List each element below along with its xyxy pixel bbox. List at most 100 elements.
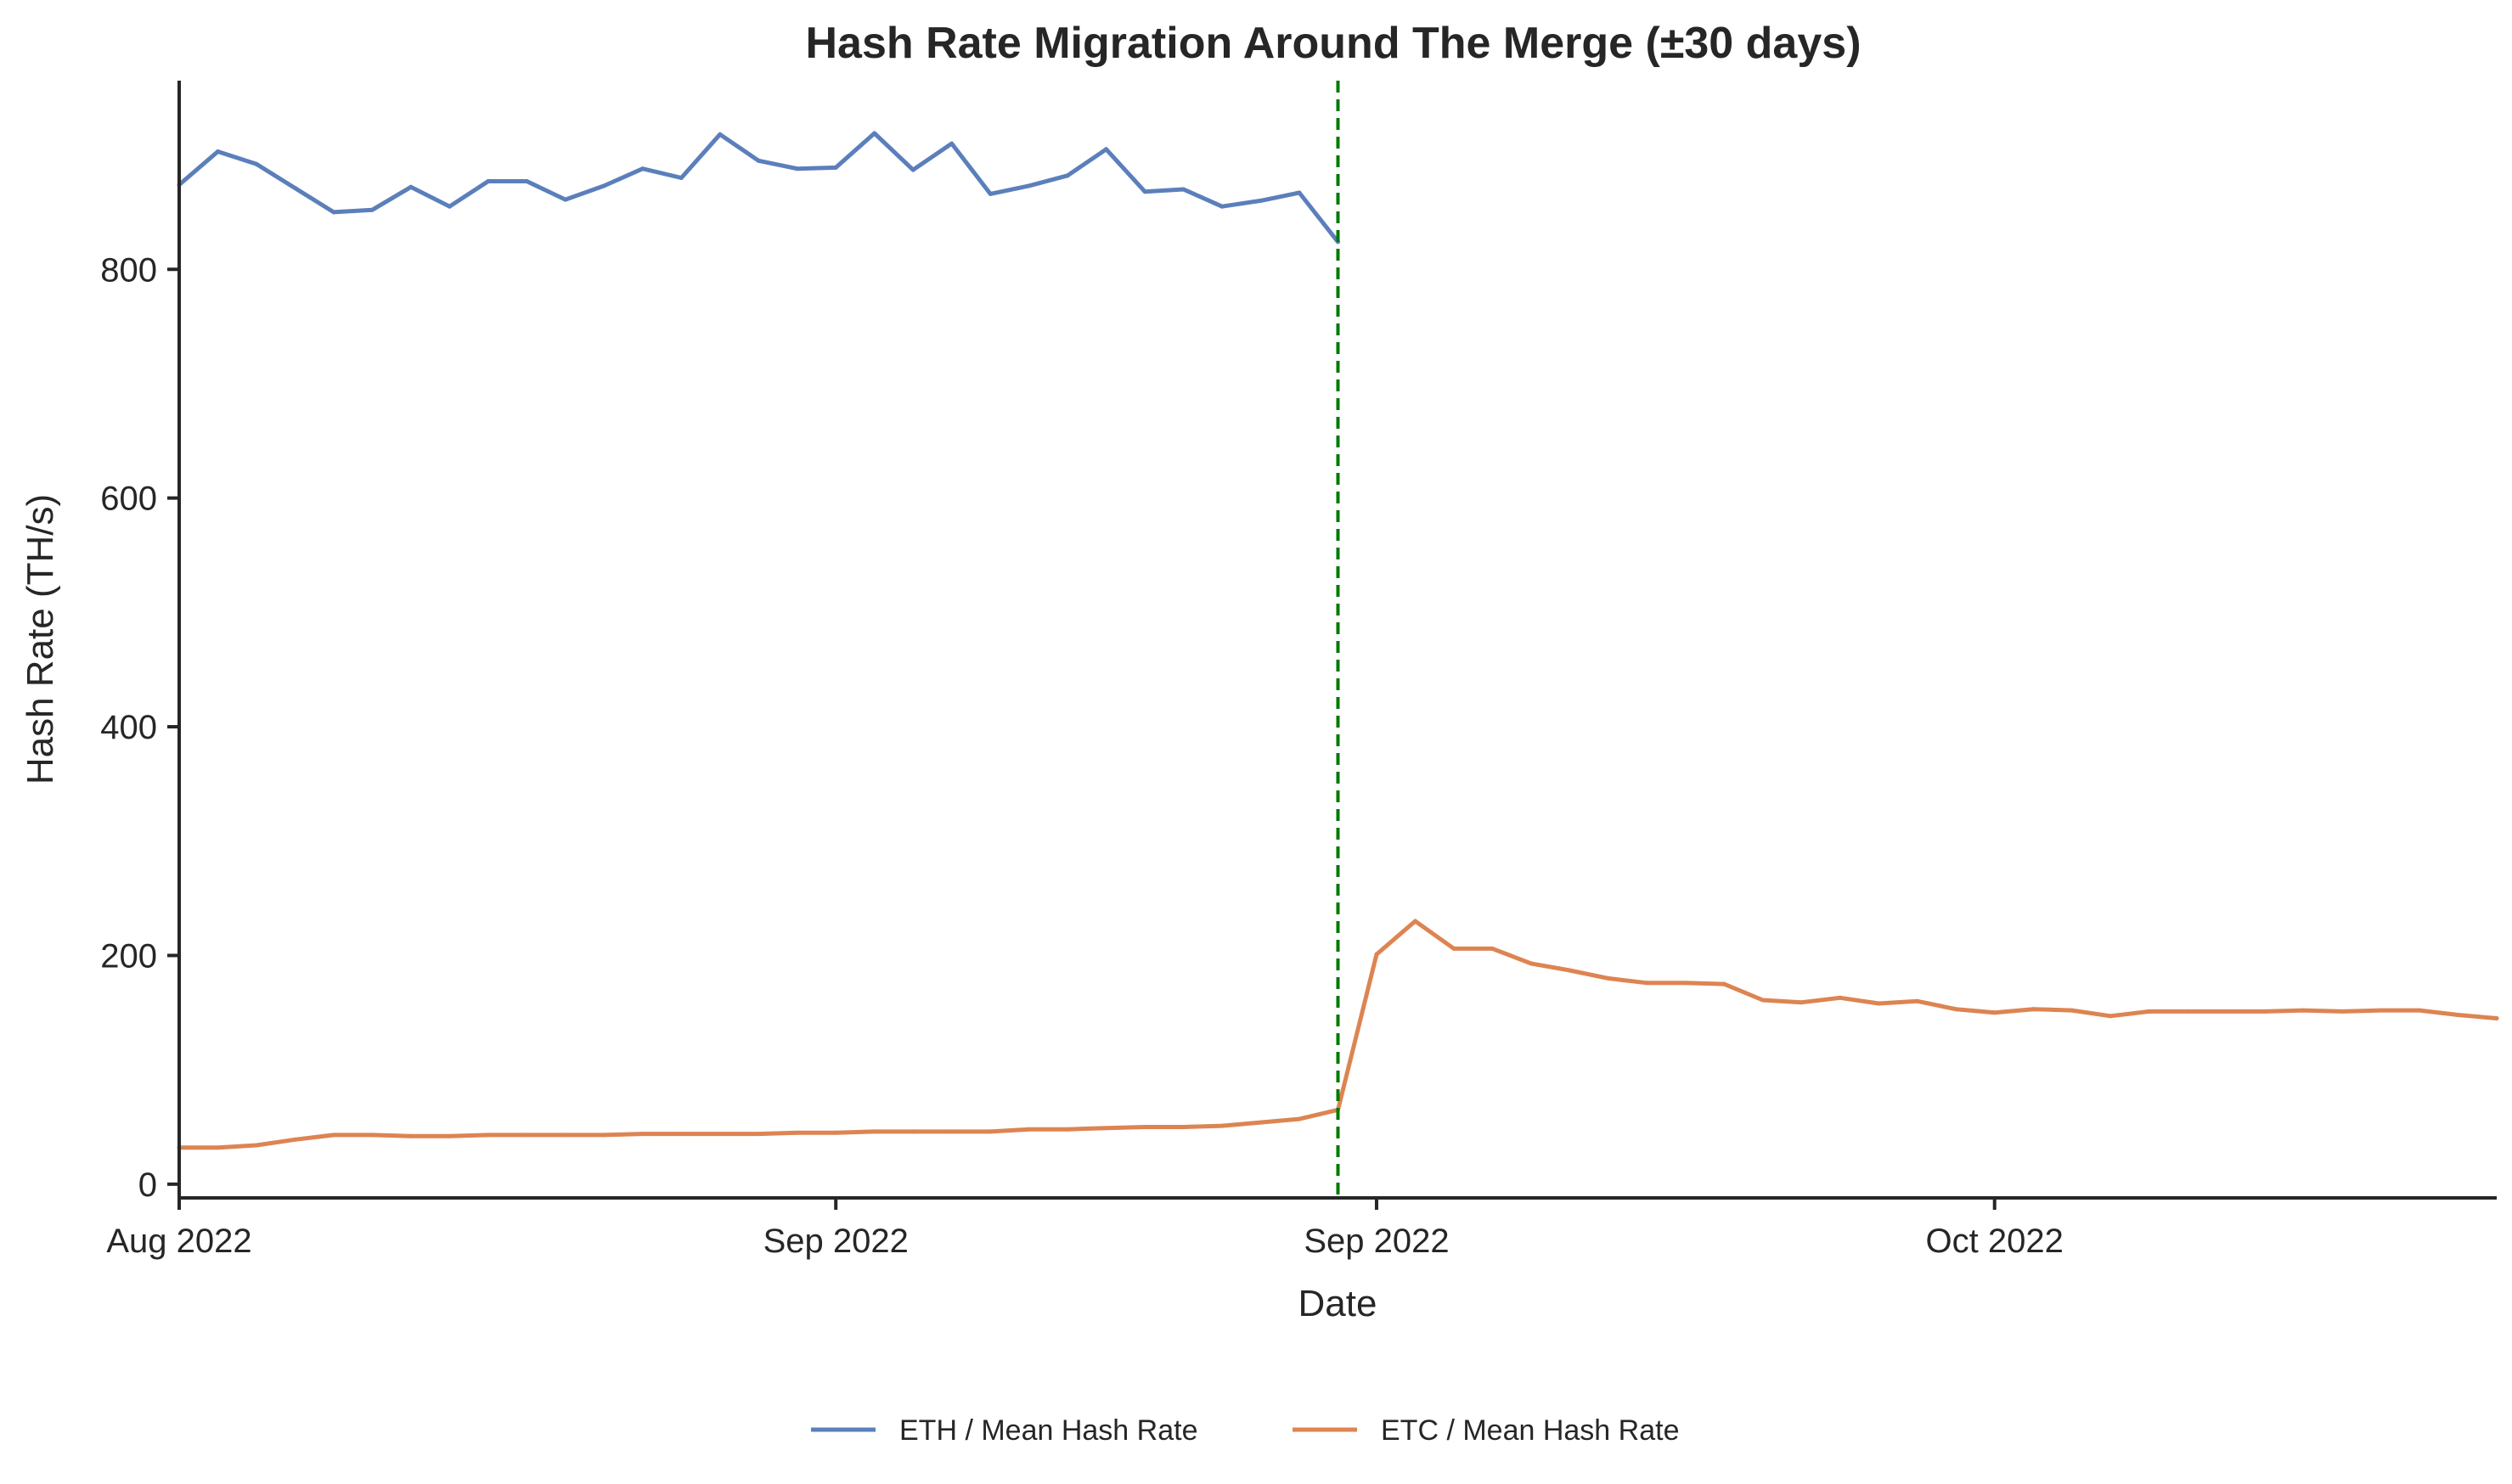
series-2-point [1876,1001,1881,1006]
series-1-point [1142,189,1147,194]
x-tick-label: Oct 2022 [1926,1223,2064,1260]
series-1-point [718,132,723,137]
series-2-point [1992,1010,1997,1015]
series-2-point [1644,981,1649,986]
series-1-point [1027,183,1032,188]
series-1-point [910,167,915,172]
series-2-point [2456,1013,2460,1017]
series-2-point [563,1133,568,1138]
series-2-point [293,1137,297,1142]
series-2-point [2070,1008,2075,1013]
series-1-point [331,210,336,215]
legend: ETH / Mean Hash Rate ETC / Mean Hash Rate [811,1414,1679,1447]
series-2-point [1219,1123,1225,1128]
x-axis-label: Date [1298,1283,1377,1324]
series-2-point [254,1143,259,1148]
chart-title: Hash Rate Migration Around The Merge (±3… [805,19,1861,68]
series-2-point [1027,1127,1032,1132]
y-ticks: 0 200 400 600 800 [100,251,179,1204]
series-2-point [1606,975,1611,981]
plot-area [177,81,2499,1198]
x-tick-label: Sep 2022 [1304,1223,1449,1260]
y-tick-label: 200 [100,937,157,975]
series-2-point [369,1133,375,1138]
series-2-point [833,1130,838,1135]
series-1-point [601,183,606,188]
series-2-point [718,1132,723,1137]
series-2-point [524,1133,529,1138]
x-ticks: Aug 2022 Sep 2022 Sep 2022 Oct 2022 [106,1198,2064,1260]
series-2-point [1142,1125,1147,1129]
series-2-point [679,1132,684,1137]
series-1-point [1297,190,1302,195]
series-1-point [1219,204,1225,209]
series-2-point [1760,998,1766,1003]
series-2-point [216,1145,220,1150]
series-2-point [988,1129,993,1134]
series-2-point [1181,1125,1186,1129]
series-2-point [949,1129,955,1134]
series-2-point [2185,1009,2190,1014]
series-2-point [331,1133,336,1138]
series-1-point [795,166,800,171]
y-tick-label: 600 [100,481,157,518]
legend-label-1: ETH / Mean Hash Rate [899,1414,1197,1447]
series-2-point [408,1133,414,1138]
series-1-point [949,141,955,146]
series-1-point [524,179,529,183]
x-tick-label: Aug 2022 [106,1223,251,1260]
series-1-point [486,179,491,183]
series-2-point [872,1129,877,1134]
series-2-point [1413,919,1417,924]
series-1-point [447,204,452,209]
series-1-point [254,161,259,166]
legend-label-2: ETC / Mean Hash Rate [1381,1414,1679,1447]
series-1-point [679,176,684,180]
series-2-point [2224,1009,2229,1014]
series-2-point [1567,968,1572,973]
series-1-point [640,166,645,171]
series-2-point [1065,1127,1070,1132]
series-2-point [2147,1009,2152,1014]
series-2-point [1490,946,1495,951]
series-2-point [601,1133,606,1138]
series-1-point [756,158,761,163]
series-2-point [2030,1007,2036,1012]
series-2-point [1953,1007,1958,1012]
series-2-point [756,1132,761,1137]
series-2-point [1529,961,1534,966]
series-2-point [1104,1126,1109,1131]
series-1-point [1259,198,1263,203]
series-2-point [1915,998,1920,1003]
series-1-point [293,186,297,191]
series-2-point [640,1132,645,1137]
series-1-point [369,207,375,212]
y-tick-label: 0 [138,1166,157,1204]
series-2-point [1451,946,1456,951]
series-2-point [447,1133,452,1138]
series-2-point [2417,1008,2422,1013]
series-1-point [563,197,568,202]
series-2-point [1259,1120,1263,1125]
series-2-point [910,1129,915,1134]
series-2-point [2262,1009,2267,1014]
series-1-point [1065,173,1070,178]
series-2-point [1799,1000,1804,1005]
series-1-point [1104,147,1109,152]
series-2-point [1721,981,1726,987]
series-2-point [2301,1008,2306,1013]
series-2-point [2379,1008,2383,1013]
series-2-point [1374,952,1379,957]
y-tick-label: 400 [100,709,157,746]
series-2-point [1683,981,1688,986]
series-2-point [2108,1014,2113,1019]
series-2-point [2340,1009,2345,1014]
y-axis-label: Hash Rate (TH/s) [20,494,61,784]
series-1-point [833,165,838,170]
series-1-point [216,149,220,154]
series-1-point [872,131,877,136]
y-tick-label: 800 [100,251,157,289]
series-1-point [408,184,414,189]
series-2-point [486,1133,491,1138]
